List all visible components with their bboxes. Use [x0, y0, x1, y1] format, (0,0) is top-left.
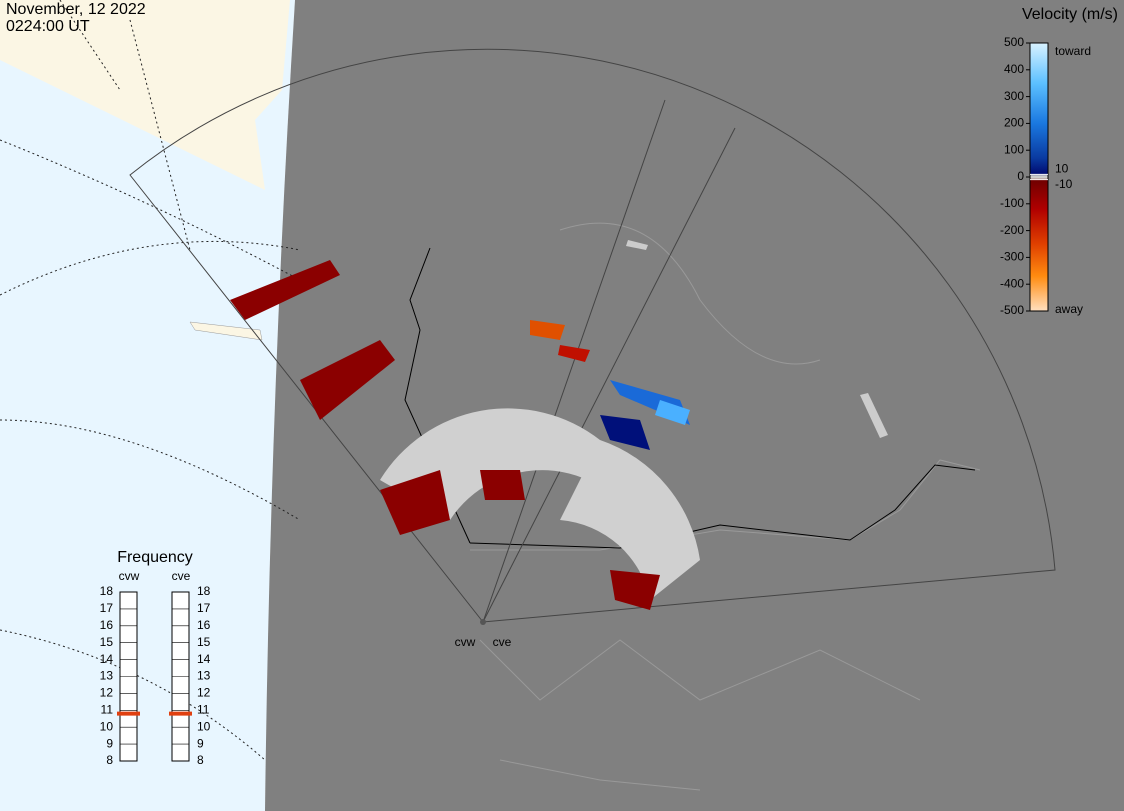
- date: November, 12 2022: [6, 1, 146, 18]
- grid-lines: [0, 0, 301, 761]
- colorbar-tick-label: 200: [1004, 116, 1024, 130]
- radar-fan: [129, 48, 1056, 623]
- frequency-tick-label: 18: [197, 584, 211, 598]
- colorbar-tick-label: 0: [1017, 169, 1024, 183]
- frequency-tick-label: 12: [100, 686, 114, 700]
- frequency-tick-label: 16: [197, 618, 211, 632]
- frequency-tick-label: 11: [197, 702, 210, 716]
- frequency-tick-label: 18: [100, 584, 114, 598]
- frequency-title: Frequency: [117, 549, 193, 566]
- frequency-tick-label: 17: [197, 601, 211, 615]
- frequency-tick-label: 16: [100, 618, 114, 632]
- border: [469, 464, 976, 549]
- colorbar-tick-label: -400: [1000, 276, 1024, 290]
- frequency-tick-label: 8: [106, 753, 113, 767]
- frequency-tick-label: 13: [197, 669, 211, 683]
- colorbar-tick-label: -200: [1000, 223, 1024, 237]
- frequency-tick-label: 10: [100, 719, 114, 733]
- colorbar-title: Velocity (m/s): [1022, 6, 1118, 23]
- colorbar-tick-label: 400: [1004, 62, 1024, 76]
- land: [0, 0, 290, 190]
- frequency-tick-label: 9: [197, 736, 204, 750]
- colorbar-tick-label: 300: [1004, 89, 1024, 103]
- frequency-tick-label: 15: [197, 635, 211, 649]
- colorbar-tick-label: 500: [1004, 35, 1024, 49]
- radar-label: cvw: [455, 635, 476, 649]
- frequency-tick-label: 14: [100, 652, 114, 666]
- velocity-cells: [230, 240, 888, 610]
- frequency-tick-label: 11: [101, 702, 114, 716]
- day-side: [265, 0, 1124, 811]
- colorbar-inner-label: -10: [1055, 177, 1073, 191]
- colorbar-tick-label: -500: [1000, 303, 1024, 317]
- radar-site: [480, 619, 486, 625]
- colorbar: [1029, 42, 1049, 312]
- frequency-tick-label: 14: [197, 652, 211, 666]
- colorbar-inner-label: 10: [1055, 161, 1069, 175]
- frequency-tick-label: 8: [197, 753, 204, 767]
- radar-name: cve: [172, 569, 191, 583]
- colorbar-top-label: toward: [1055, 44, 1091, 58]
- frequency-tick-label: 9: [106, 736, 113, 750]
- colorbar-tick-label: 100: [1004, 142, 1024, 156]
- land: [189, 321, 263, 341]
- night-side: [0, 0, 295, 811]
- frequency-tick-label: 10: [197, 719, 211, 733]
- frequency-tick-label: 13: [100, 669, 114, 683]
- colorbar-tick-label: -300: [1000, 250, 1024, 264]
- radar-label: cve: [493, 635, 512, 649]
- colorbar-tick-label: -100: [1000, 196, 1024, 210]
- frequency-tick-label: 17: [100, 601, 114, 615]
- radar-name: cvw: [119, 569, 140, 583]
- time: 0224:00 UT: [6, 18, 90, 35]
- frequency-tick-label: 12: [197, 686, 211, 700]
- colorbar-bottom-label: away: [1055, 302, 1083, 316]
- frequency-tick-label: 15: [100, 635, 114, 649]
